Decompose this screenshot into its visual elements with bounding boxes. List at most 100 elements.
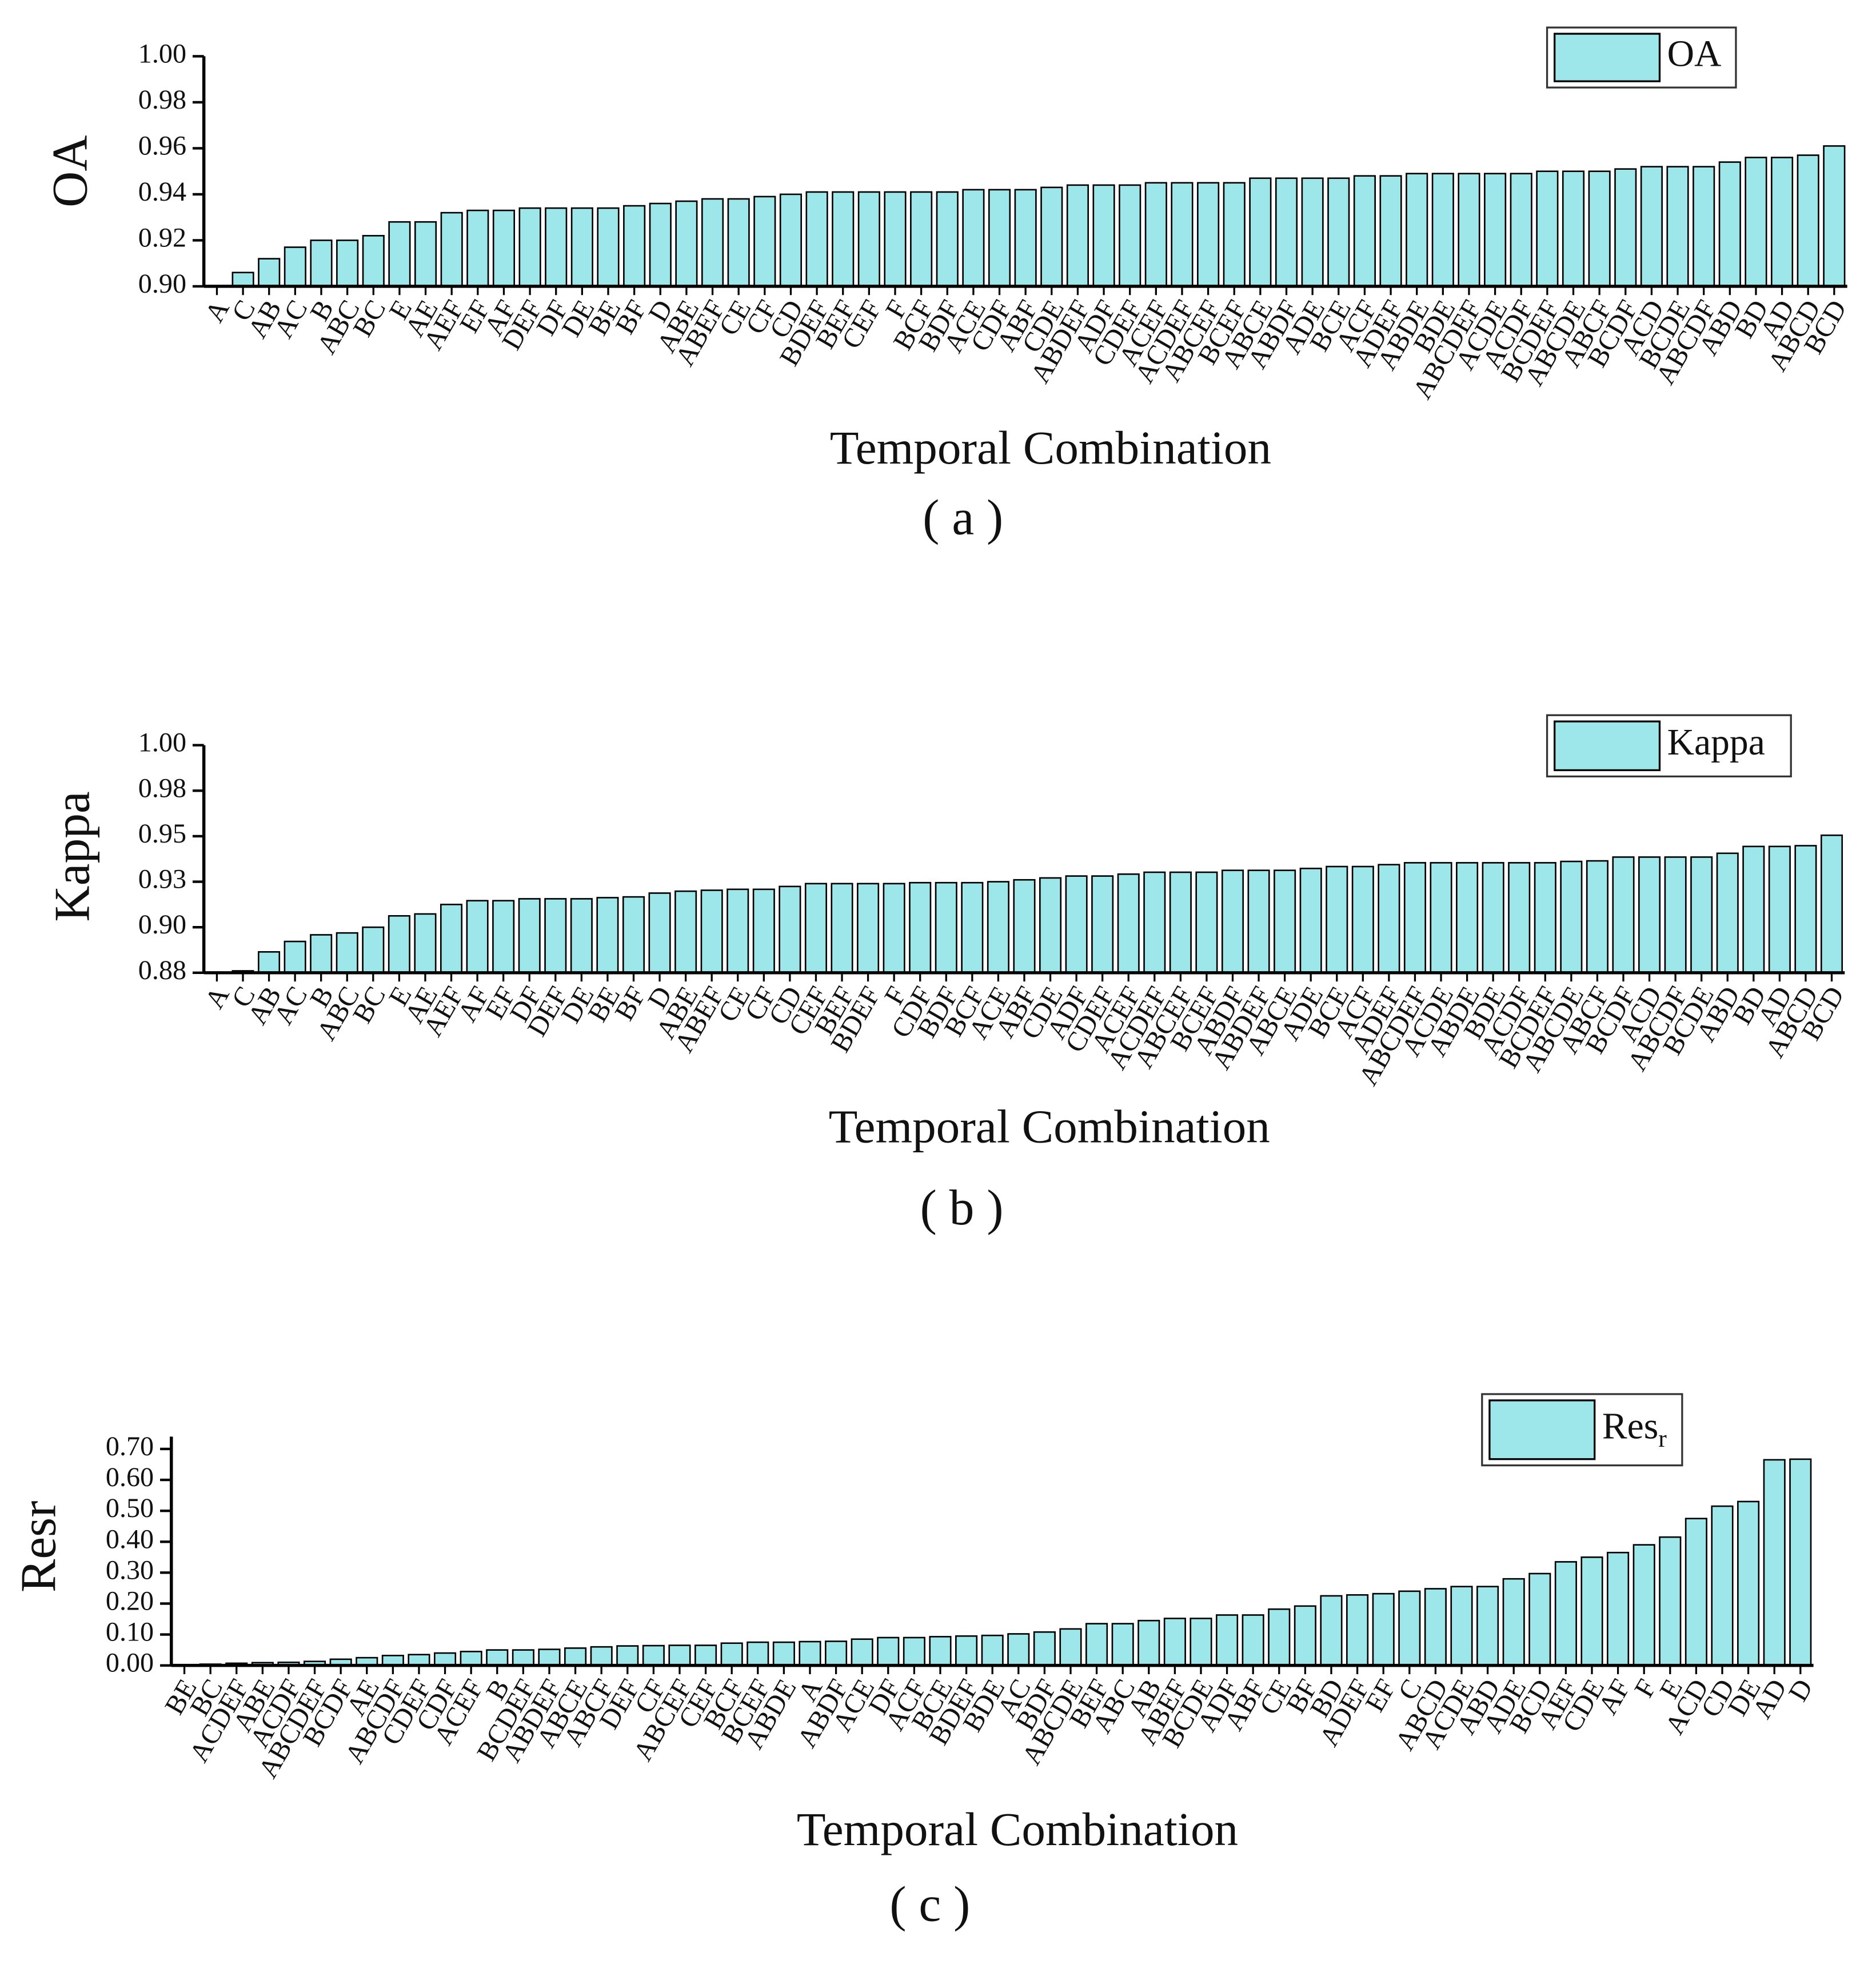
bar xyxy=(883,883,905,974)
bar xyxy=(1771,157,1794,288)
bar xyxy=(1171,182,1194,288)
x-tick-label: AC xyxy=(268,295,313,343)
bar xyxy=(1085,1623,1108,1666)
bar xyxy=(1372,1592,1395,1666)
bar xyxy=(1484,173,1507,288)
bar xyxy=(1536,170,1559,288)
bar xyxy=(772,1641,795,1666)
bar xyxy=(336,239,359,288)
bar xyxy=(1353,175,1376,288)
y-tick-label: 1.00 xyxy=(138,38,186,69)
bar xyxy=(1562,170,1585,288)
bar xyxy=(486,1649,509,1666)
bar xyxy=(961,881,984,974)
x-tick-label: BC xyxy=(347,295,392,342)
bar xyxy=(1268,1608,1291,1666)
bar xyxy=(1065,875,1088,974)
bar xyxy=(1510,173,1532,288)
bar xyxy=(1763,1459,1786,1666)
bar xyxy=(466,209,489,288)
y-tick-label: 0.60 xyxy=(106,1462,154,1492)
bar xyxy=(1640,166,1663,288)
bar xyxy=(1242,1614,1264,1666)
bar xyxy=(512,1649,534,1666)
bar xyxy=(538,1648,561,1666)
bar xyxy=(955,1635,978,1666)
x-tick-label: D xyxy=(1783,1674,1819,1707)
bar xyxy=(1111,1623,1134,1666)
bar xyxy=(1163,1618,1186,1666)
bar xyxy=(1614,168,1637,288)
bar xyxy=(440,904,463,974)
bar xyxy=(804,883,827,974)
bar xyxy=(1476,1586,1499,1666)
bar xyxy=(1742,845,1765,974)
bar xyxy=(492,209,516,288)
bar xyxy=(545,207,568,288)
bar xyxy=(1197,182,1220,288)
y-tick-label: 0.90 xyxy=(138,269,186,299)
bar xyxy=(1659,1536,1682,1666)
bar xyxy=(936,191,959,288)
legend-name: Res xyxy=(1602,1406,1658,1447)
bar xyxy=(981,1634,1004,1666)
bar xyxy=(1091,875,1114,974)
bar xyxy=(903,1636,925,1666)
y-tick-label: 0.70 xyxy=(106,1431,154,1462)
bar xyxy=(414,913,437,974)
bar xyxy=(1379,175,1402,288)
bar xyxy=(1716,852,1739,974)
x-tick-label: AC xyxy=(268,981,313,1029)
x-tick-label: BC xyxy=(347,981,392,1028)
legend-subscript: r xyxy=(1658,1425,1667,1452)
bar xyxy=(1346,1594,1369,1666)
bar xyxy=(1144,182,1167,288)
y-tick-label: 0.30 xyxy=(106,1555,154,1585)
bar xyxy=(1066,184,1089,288)
y-tick-label: 0.40 xyxy=(106,1524,154,1554)
bar xyxy=(1482,862,1504,974)
bar xyxy=(1794,845,1817,974)
bar xyxy=(1737,1500,1760,1666)
bar xyxy=(518,898,541,974)
bar xyxy=(1014,189,1037,288)
bar xyxy=(1117,873,1140,974)
bar xyxy=(1169,871,1192,974)
bar xyxy=(1666,166,1689,288)
bar xyxy=(622,896,645,974)
bar xyxy=(388,915,410,974)
bar xyxy=(564,1647,587,1666)
bar xyxy=(1690,856,1713,974)
bar xyxy=(799,1640,821,1666)
bar xyxy=(1685,1518,1707,1666)
bar xyxy=(668,1644,691,1666)
bar xyxy=(1040,186,1063,288)
bar xyxy=(362,926,385,974)
legend-swatch xyxy=(1554,720,1661,772)
bar xyxy=(648,892,671,974)
legend-swatch xyxy=(1488,1399,1596,1460)
x-tick-label: EF xyxy=(1359,1674,1402,1717)
bar xyxy=(701,198,724,288)
bar xyxy=(1450,1586,1473,1666)
bar xyxy=(1294,1605,1316,1666)
y-tick-label: 1.00 xyxy=(138,728,186,758)
chart-panel: 0.900.920.940.960.981.00ACABACBABCBCEAEA… xyxy=(42,26,1853,545)
bar xyxy=(1274,869,1296,974)
bar xyxy=(1711,1505,1734,1666)
bar xyxy=(1216,1614,1239,1666)
bar xyxy=(1351,865,1374,974)
bar xyxy=(1768,845,1791,974)
legend-name: Kappa xyxy=(1667,722,1765,763)
legend-label: Resr xyxy=(1602,1406,1667,1452)
bar xyxy=(362,235,385,288)
bar xyxy=(1431,173,1454,288)
bar xyxy=(1007,1633,1030,1666)
bar xyxy=(414,221,437,288)
bar xyxy=(649,202,672,288)
bar xyxy=(1456,862,1479,974)
y-axis-title: Resr xyxy=(11,1501,66,1592)
bar xyxy=(336,932,358,974)
bar xyxy=(674,890,697,974)
bar xyxy=(857,191,880,288)
